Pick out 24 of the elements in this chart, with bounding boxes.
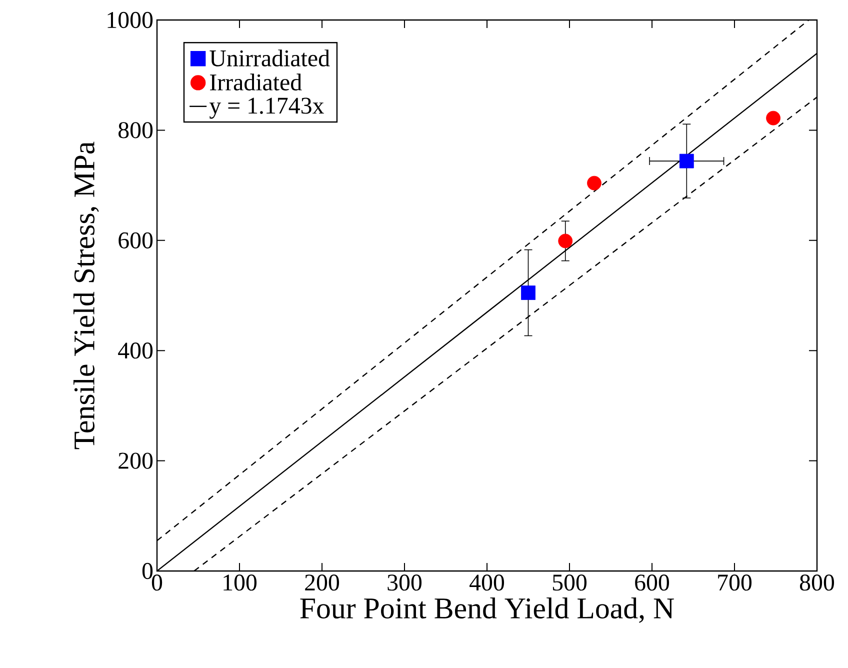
point xyxy=(521,286,536,300)
point xyxy=(679,154,694,168)
x-tick-label: 500 xyxy=(552,574,587,591)
x-tick-label: 300 xyxy=(388,574,422,591)
y-tick-label: 800 xyxy=(118,122,153,138)
legend-label: y = 1.1743x xyxy=(209,98,324,119)
y-axis-title: Tensile Yield Stress, MPa xyxy=(73,142,99,450)
y-tick-label: 400 xyxy=(118,342,153,359)
x-tick-label: 800 xyxy=(800,574,834,591)
y-tick-label: 600 xyxy=(118,232,153,248)
x-tick-label: 600 xyxy=(635,574,670,591)
point xyxy=(558,234,573,248)
legend-label: Unirradiated xyxy=(210,50,330,66)
y-tick-label: 1000 xyxy=(108,12,153,28)
x-tick-label: 400 xyxy=(470,574,504,591)
legend-label: Irradiated xyxy=(210,74,302,90)
x-tick-label: 200 xyxy=(305,574,340,591)
point xyxy=(766,110,780,126)
y-tick-label: 0 xyxy=(142,562,153,580)
x-tick-label: 700 xyxy=(718,574,752,591)
y-tick-label: 200 xyxy=(118,452,153,469)
point xyxy=(587,176,602,190)
x-tick-label: 100 xyxy=(224,574,257,591)
x-axis-title: Four Point Bend Yield Load, N xyxy=(300,598,674,623)
